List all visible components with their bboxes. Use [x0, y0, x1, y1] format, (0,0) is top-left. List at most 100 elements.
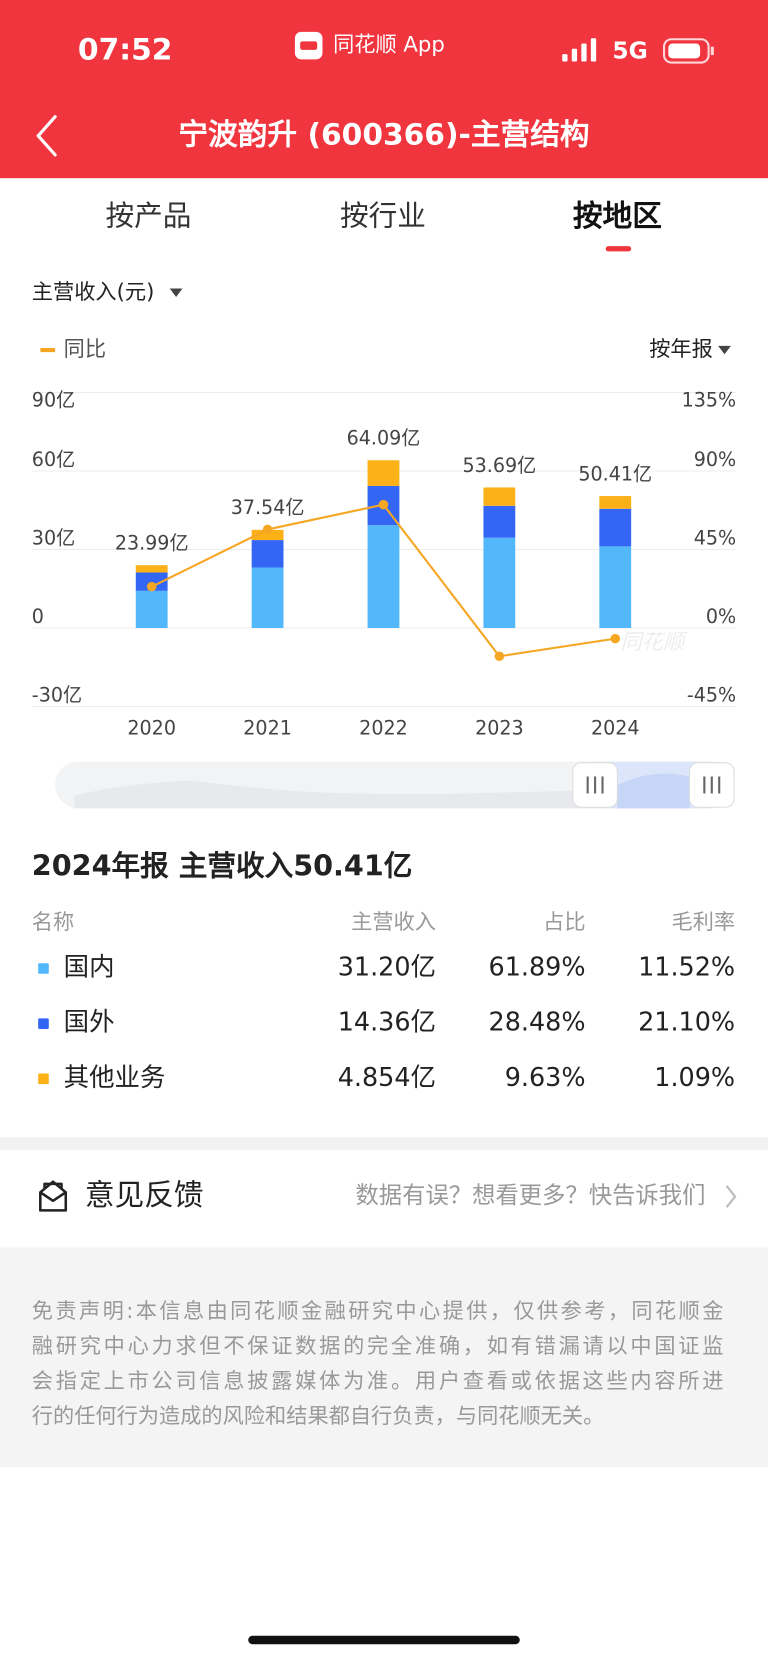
feedback-icon	[39, 1180, 68, 1212]
bar-segment	[599, 546, 632, 628]
legend-dot	[38, 1073, 49, 1085]
bar-segment	[251, 529, 284, 541]
disclaimer-line: 融研究中心力求但不保证数据的完全准确，如有错漏请以中国证监	[32, 1334, 724, 1359]
status-network: 5G	[612, 36, 647, 64]
row-revenue: 4.854亿	[338, 1063, 436, 1093]
chevron	[725, 1185, 737, 1208]
x-tick-label: 2022	[359, 716, 408, 739]
bar-segment	[251, 540, 284, 568]
bar-segment	[599, 508, 632, 547]
row-share: 28.48%	[489, 1008, 586, 1038]
row-margin: 21.10%	[638, 1008, 735, 1038]
legend-dot	[38, 963, 49, 974]
bar-segment	[367, 460, 400, 486]
summary-title: 2024年报 主营收入50.41亿	[32, 849, 413, 883]
disclaimer-background	[0, 1247, 768, 1468]
column-header: 占比	[543, 910, 585, 935]
chart: 90亿 60亿 30亿 0 -30亿 135% 90% 45% 0% -45% 同花顺 23.99亿 3…	[32, 388, 736, 739]
y2-tick-label: 0%	[706, 605, 736, 628]
row-share: 9.63%	[505, 1063, 586, 1093]
row-name: 其他业务	[64, 1063, 166, 1093]
y-tick-label: 30亿	[32, 526, 75, 549]
bar-segment	[483, 537, 516, 628]
yoy-point	[146, 581, 157, 592]
bar-segment	[367, 525, 400, 628]
disclaimer-line: 会指定上市公司信息披露媒体为准。用户查看或依据这些内容所进	[32, 1369, 724, 1394]
x-tick-label: 2020	[127, 716, 176, 739]
battery-tip	[710, 46, 714, 56]
x-tick-label: 2024	[591, 716, 640, 739]
row-revenue: 31.20亿	[338, 953, 436, 983]
battery-level	[668, 43, 701, 59]
period-selector[interactable]: 按年报	[649, 337, 713, 362]
y-tick-label: 90亿	[32, 388, 75, 411]
y-tick-label: 60亿	[32, 448, 75, 471]
x-tick-label: 2021	[243, 716, 292, 739]
yoy-point	[378, 499, 389, 510]
app-icon-mark	[300, 41, 318, 50]
row-margin: 11.52%	[638, 953, 735, 983]
y2-tick-label: -45%	[687, 683, 736, 706]
y-tick-label: 0	[32, 605, 44, 628]
battery-outline	[662, 38, 710, 64]
range-slider-preview	[74, 780, 596, 809]
section-divider	[0, 1137, 768, 1150]
feedback-title[interactable]: 意见反馈	[85, 1178, 204, 1213]
row-name: 国内	[64, 953, 115, 983]
bar-segment	[135, 565, 168, 573]
yoy-point	[610, 633, 621, 644]
signal-icon	[562, 38, 597, 62]
legend-swatch	[40, 347, 56, 353]
dropdown-arrow	[718, 345, 731, 355]
bar-segment	[135, 590, 168, 628]
bar-segment	[483, 487, 516, 506]
column-header: 主营收入	[351, 910, 436, 935]
tab[interactable]: 按行业	[340, 198, 426, 232]
y2-tick-label: 45%	[694, 526, 736, 549]
watermark: 同花顺	[621, 630, 688, 655]
total-label: 53.69亿	[463, 454, 537, 477]
bar-segment	[135, 572, 168, 591]
column-header: 毛利率	[672, 910, 736, 935]
disclaimer-line: 免责声明:本信息由同花顺金融研究中心提供，仅供参考，同花顺金	[32, 1299, 724, 1324]
status-app: 同花顺 App	[333, 33, 445, 58]
y2-tick-label: 90%	[694, 448, 736, 471]
row-revenue: 14.36亿	[338, 1008, 436, 1038]
tab-active[interactable]: 按地区	[573, 199, 662, 234]
row-share: 61.89%	[489, 953, 586, 983]
bar-segment	[251, 567, 284, 628]
tab-indicator	[605, 246, 632, 252]
header-background	[0, 0, 768, 179]
x-tick-label: 2023	[475, 716, 524, 739]
status-time: 07:52	[78, 32, 172, 67]
home-indicator	[248, 1635, 520, 1645]
bar-segment	[599, 496, 632, 509]
total-label: 64.09亿	[347, 427, 421, 450]
legend-dot	[38, 1018, 49, 1029]
total-label: 37.54亿	[231, 496, 305, 519]
bar-segment	[483, 505, 516, 538]
range-handle-grip	[586, 776, 721, 794]
y2-tick-label: 135%	[682, 388, 737, 411]
yoy-point	[494, 651, 505, 662]
table-body: 国内 31.20亿 61.89% 11.52% 国外 14.36亿 28.48% 21.10%…	[38, 953, 735, 1093]
disclaimer-line: 行的任何行为造成的风险和结果都自行负责，与同花顺无关。	[32, 1404, 604, 1429]
feedback-prompt[interactable]: 数据有误？想看更多？快告诉我们	[355, 1181, 705, 1209]
row-name: 国外	[64, 1008, 115, 1038]
column-header: 名称	[32, 910, 74, 935]
yoy-point	[262, 524, 273, 535]
tab[interactable]: 按产品	[106, 198, 192, 232]
row-margin: 1.09%	[654, 1063, 735, 1093]
header-title: 宁波韵升 (600366)-主营结构	[178, 117, 589, 152]
back-button[interactable]	[36, 115, 57, 157]
total-label: 50.41亿	[578, 462, 652, 485]
range-slider-preview	[617, 773, 690, 809]
legend-label: 同比	[64, 337, 106, 362]
y-tick-label: -30亿	[32, 683, 82, 706]
disclaimer: 免责声明:本信息由同花顺金融研究中心提供，仅供参考，同花顺金融研究中心力求但不保…	[32, 1299, 724, 1429]
dropdown-arrow	[169, 288, 183, 298]
total-label: 23.99亿	[115, 531, 189, 554]
metric-selector[interactable]: 主营收入(元)	[32, 280, 155, 305]
